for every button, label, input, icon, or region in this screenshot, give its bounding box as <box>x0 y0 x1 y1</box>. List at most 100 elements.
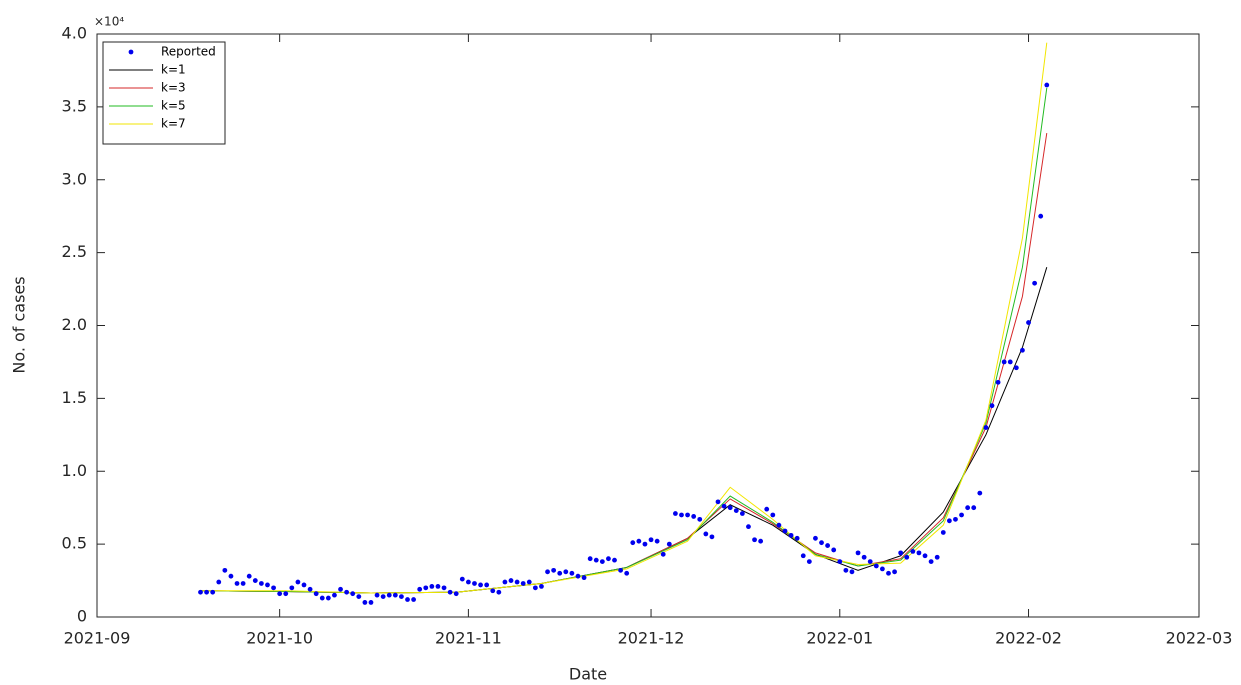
data-point <box>599 559 605 565</box>
data-point <box>855 550 861 556</box>
y-axis-label: No. of cases <box>10 276 29 373</box>
data-point <box>222 567 228 573</box>
data-point <box>1020 347 1025 353</box>
data-point <box>380 594 386 599</box>
x-tick-label: 2021-11 <box>435 629 502 648</box>
legend-label: k=7 <box>161 117 186 131</box>
data-point <box>514 579 520 585</box>
y-tick-label: 3.0 <box>62 169 87 188</box>
data-point <box>946 518 952 524</box>
data-point <box>545 569 550 575</box>
data-point <box>612 557 617 563</box>
data-point <box>849 569 855 575</box>
data-point <box>861 554 867 560</box>
data-point <box>685 512 690 518</box>
data-point <box>959 512 964 518</box>
y-tick-label: 0 <box>77 607 87 626</box>
data-point <box>691 514 697 519</box>
data-point <box>405 597 410 602</box>
data-point <box>532 585 538 591</box>
data-point <box>1001 359 1007 365</box>
data-point <box>581 575 587 581</box>
data-point <box>520 581 526 586</box>
data-point <box>898 550 904 556</box>
data-point <box>295 579 301 585</box>
x-tick-label: 2022-02 <box>995 629 1062 648</box>
data-point <box>429 583 435 589</box>
data-point <box>350 591 356 597</box>
data-point <box>989 403 995 409</box>
data-point <box>277 591 283 597</box>
data-point <box>465 579 471 585</box>
x-tick-label: 2021-12 <box>618 629 685 648</box>
data-point <box>228 573 234 579</box>
data-point <box>198 589 203 595</box>
data-point <box>831 547 837 553</box>
y-tick-label: 4.0 <box>62 24 87 43</box>
data-point <box>660 551 666 557</box>
data-point <box>606 556 611 562</box>
data-point <box>216 579 222 585</box>
data-point <box>344 589 350 595</box>
series-line <box>200 42 1048 594</box>
data-point <box>624 570 630 576</box>
data-point <box>697 516 703 522</box>
data-point <box>368 600 374 605</box>
data-point <box>873 563 879 569</box>
data-point <box>332 592 337 598</box>
data-point <box>1026 320 1031 325</box>
data-point <box>484 582 490 588</box>
y-tick-label: 1.5 <box>62 388 87 407</box>
legend-marker <box>128 49 134 55</box>
data-point <box>782 528 788 534</box>
data-point <box>411 597 416 602</box>
data-point <box>977 490 983 496</box>
data-point <box>983 425 989 430</box>
data-point <box>971 505 977 511</box>
data-point <box>666 541 672 547</box>
data-point <box>940 530 946 535</box>
data-point <box>399 594 404 599</box>
data-point <box>709 534 715 540</box>
x-tick-label: 2022-01 <box>806 629 873 648</box>
y-tick-label: 1.0 <box>62 461 87 480</box>
data-point <box>910 549 916 554</box>
data-point <box>965 505 971 511</box>
data-point <box>934 554 940 560</box>
y-multiplier: ×10⁴ <box>94 15 124 29</box>
data-point <box>496 589 502 595</box>
data-point <box>1044 82 1050 88</box>
data-point <box>338 586 343 592</box>
data-point <box>752 537 757 543</box>
data-point <box>764 506 770 512</box>
x-axis-label: Date <box>569 665 607 684</box>
legend-box <box>102 41 226 145</box>
data-point <box>721 503 727 509</box>
data-point <box>746 524 751 530</box>
data-point <box>642 541 648 547</box>
data-point <box>246 573 252 579</box>
data-point <box>490 588 496 594</box>
legend-label: k=5 <box>161 99 186 113</box>
data-point <box>459 576 465 582</box>
data-point <box>478 582 483 588</box>
data-point <box>953 516 958 522</box>
data-point <box>289 585 295 591</box>
legend: Reported k=1 k=3 k=5 k=7 <box>102 41 226 145</box>
data-point <box>265 582 270 588</box>
data-point <box>715 499 721 505</box>
data-point <box>307 586 313 592</box>
data-point <box>813 535 818 541</box>
data-point <box>301 582 307 588</box>
data-point <box>453 591 459 597</box>
data-point <box>325 595 331 601</box>
data-point <box>508 578 514 583</box>
data-point <box>472 581 477 586</box>
data-point <box>837 559 843 565</box>
data-point <box>204 589 209 595</box>
data-point <box>654 538 660 544</box>
data-point <box>739 511 745 516</box>
data-point <box>776 522 782 528</box>
data-point <box>758 538 764 544</box>
x-tick-label: 2022-03 <box>1166 629 1233 648</box>
